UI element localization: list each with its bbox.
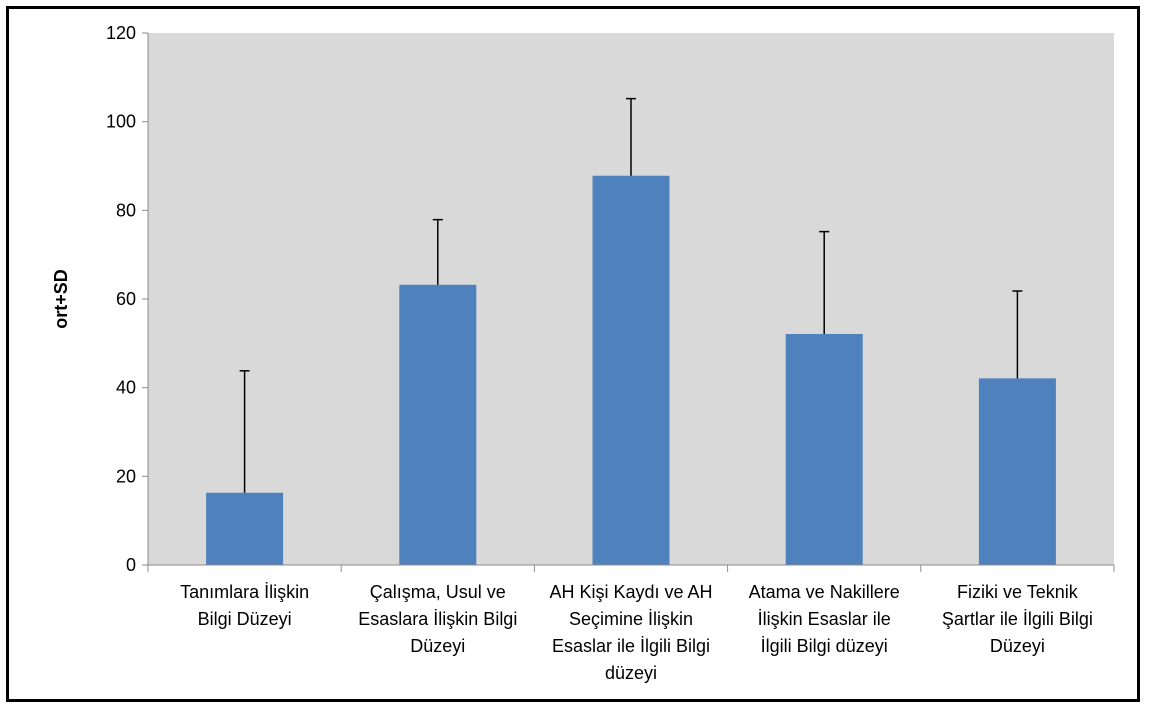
x-category-label: İlgili Bilgi düzeyi (761, 636, 888, 656)
bar (399, 284, 477, 565)
y-tick-label: 40 (116, 378, 136, 398)
y-tick-label: 0 (126, 555, 136, 575)
x-category-label: Atama ve Nakillere (749, 582, 900, 602)
bar (592, 175, 670, 565)
bars (206, 175, 1056, 565)
x-category-label: Seçimine İlişkin (569, 609, 693, 629)
x-category-label: Bilgi Düzeyi (198, 609, 292, 629)
y-tick-label: 60 (116, 289, 136, 309)
bar (978, 378, 1056, 565)
y-axis-ticks: 0 20 40 60 80 100 120 (106, 23, 148, 575)
x-category-label: Esaslar ile İlgili Bilgi (552, 636, 710, 656)
bar (785, 334, 863, 565)
x-category-label: Düzeyi (410, 636, 465, 656)
x-category-label: Şartlar ile İlgili Bilgi (942, 609, 1093, 629)
error-bars (239, 97, 1023, 493)
x-category-label: AH Kişi Kaydı ve AH (549, 582, 712, 602)
x-category-label: Çalışma, Usul ve (370, 582, 506, 602)
y-tick-label: 20 (116, 466, 136, 486)
x-category-label: düzeyi (605, 663, 657, 683)
x-category-label: Fiziki ve Teknik (957, 582, 1079, 602)
x-category-label: Esaslara İlişkin Bilgi (358, 609, 517, 629)
bar (206, 492, 284, 565)
x-category-label: Tanımlara İlişkin (180, 582, 309, 602)
x-category-label: İlişkin Esaslar ile (758, 609, 891, 629)
y-tick-label: 120 (106, 23, 136, 43)
axes (147, 33, 1115, 572)
y-tick-label: 80 (116, 200, 136, 220)
y-axis-title: ort+SD (51, 269, 71, 329)
x-axis-labels: Tanımlara İlişkin Bilgi Düzeyi Çalışma, Us… (180, 582, 1093, 683)
x-category-label: Düzeyi (990, 636, 1045, 656)
y-tick-label: 100 (106, 112, 136, 132)
